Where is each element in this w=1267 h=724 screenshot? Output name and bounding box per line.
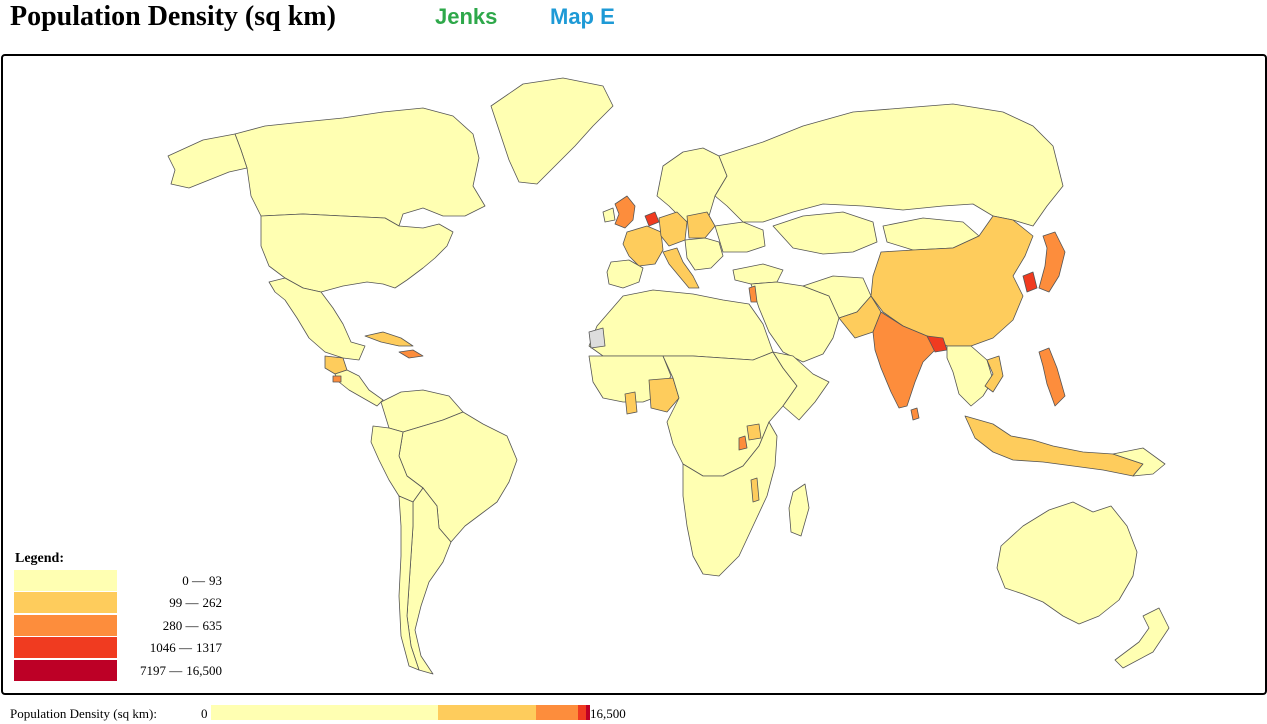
legend-row-3: 280 —635 — [14, 614, 224, 637]
legend-text-4: 1046 —1317 — [118, 640, 222, 656]
country-russia[interactable] — [714, 103, 1064, 227]
page-title: Population Density (sq km) — [10, 1, 336, 32]
scale-segment-3 — [536, 705, 578, 720]
country-ghana[interactable] — [624, 391, 638, 415]
legend-max-3: 635 — [202, 617, 223, 633]
legend-text-5: 7197 —16,500 — [118, 663, 222, 679]
legend: Legend: 0 — 93 99 —262 280 —635 1046 —131… — [14, 551, 224, 682]
country-indonesia[interactable] — [964, 415, 1144, 477]
country-japan[interactable] — [1038, 231, 1066, 293]
country-poland[interactable] — [686, 211, 716, 239]
country-mexico[interactable] — [268, 277, 366, 361]
country-india[interactable] — [872, 311, 936, 409]
country-netherlands[interactable] — [644, 211, 660, 227]
legend-swatch-2 — [14, 592, 117, 614]
country-france[interactable] — [622, 225, 664, 267]
country-middle-east[interactable] — [750, 281, 840, 363]
country-scandinavia[interactable] — [656, 147, 728, 227]
country-central-africa[interactable] — [662, 351, 798, 477]
country-new-zealand[interactable] — [1114, 607, 1170, 669]
country-north-africa[interactable] — [588, 289, 774, 361]
country-western-sahara[interactable] — [588, 327, 606, 349]
country-eastern-europe[interactable] — [684, 237, 724, 271]
country-alaska[interactable] — [167, 133, 248, 189]
legend-min-4: 1046 — — [149, 640, 192, 656]
classification-method: Jenks — [435, 4, 498, 29]
map-frame[interactable]: Legend: 0 — 93 99 —262 280 —635 1046 —131… — [1, 54, 1267, 695]
country-philippines[interactable] — [1038, 347, 1066, 407]
legend-min-2: 99 — — [169, 595, 199, 611]
legend-min-5: 7197 — — [140, 662, 183, 678]
country-ireland[interactable] — [602, 207, 616, 223]
legend-text-2: 99 —262 — [118, 595, 222, 611]
map-name: Map E — [550, 4, 615, 29]
legend-text-1: 0 — 93 — [118, 573, 222, 589]
legend-row-4: 1046 —1317 — [14, 637, 224, 659]
scale-min: 0 — [201, 706, 208, 721]
legend-swatch-1 — [14, 570, 117, 591]
country-greenland[interactable] — [490, 77, 614, 185]
scale-segment-4 — [578, 705, 586, 720]
legend-max-5: 16,500 — [186, 662, 222, 678]
legend-title: Legend: — [15, 551, 64, 566]
country-vietnam[interactable] — [984, 355, 1004, 393]
country-chile[interactable] — [398, 495, 420, 671]
country-turkey[interactable] — [732, 263, 784, 285]
scale-gradient — [211, 705, 590, 720]
country-rwanda[interactable] — [738, 435, 748, 451]
country-malawi[interactable] — [750, 477, 760, 503]
country-southeast-asia[interactable] — [946, 345, 994, 407]
legend-row-2: 99 —262 — [14, 592, 224, 614]
legend-row-5: 7197 —16,500 — [14, 659, 224, 682]
world-map[interactable] — [3, 56, 1265, 693]
scale-segment-2 — [438, 705, 536, 720]
country-png[interactable] — [1112, 447, 1166, 477]
country-uganda[interactable] — [746, 423, 762, 441]
country-israel[interactable] — [748, 285, 758, 303]
scale-label: Population Density (sq km): — [10, 706, 157, 721]
header: Population Density (sq km) Jenks Map E — [10, 0, 1250, 40]
country-horn-of-africa[interactable] — [772, 351, 830, 421]
legend-swatch-5 — [14, 659, 117, 681]
scale-segment-5 — [586, 705, 590, 720]
legend-swatch-3 — [14, 614, 117, 636]
country-australia[interactable] — [996, 501, 1138, 625]
scale-segment-1 — [211, 705, 438, 720]
country-uk[interactable] — [614, 195, 636, 229]
country-southern-africa[interactable] — [682, 421, 778, 577]
legend-max-1: 93 — [209, 573, 222, 588]
scale-max: 16,500 — [590, 706, 626, 721]
country-nigeria[interactable] — [648, 377, 680, 413]
country-el-salvador[interactable] — [332, 375, 342, 383]
density-scale-bar: Population Density (sq km): 0 16,500 — [10, 704, 710, 724]
country-ukraine[interactable] — [714, 221, 766, 253]
country-sri-lanka[interactable] — [910, 407, 920, 421]
legend-min-1: 0 — — [182, 573, 205, 588]
country-cuba[interactable] — [364, 331, 414, 347]
country-kazakhstan[interactable] — [772, 211, 878, 255]
country-canada[interactable] — [234, 107, 486, 227]
country-spain[interactable] — [606, 259, 644, 289]
legend-swatch-4 — [14, 637, 117, 659]
country-madagascar[interactable] — [788, 483, 810, 537]
country-central-america[interactable] — [334, 369, 384, 407]
legend-max-4: 1317 — [196, 640, 222, 656]
country-haiti[interactable] — [398, 349, 424, 359]
legend-max-2: 262 — [202, 595, 223, 611]
legend-row-1: 0 — 93 — [14, 570, 224, 592]
country-china[interactable] — [870, 215, 1034, 347]
legend-text-3: 280 —635 — [118, 618, 222, 634]
legend-min-3: 280 — — [162, 617, 199, 633]
country-korea[interactable] — [1022, 271, 1038, 293]
country-italy[interactable] — [662, 247, 700, 289]
